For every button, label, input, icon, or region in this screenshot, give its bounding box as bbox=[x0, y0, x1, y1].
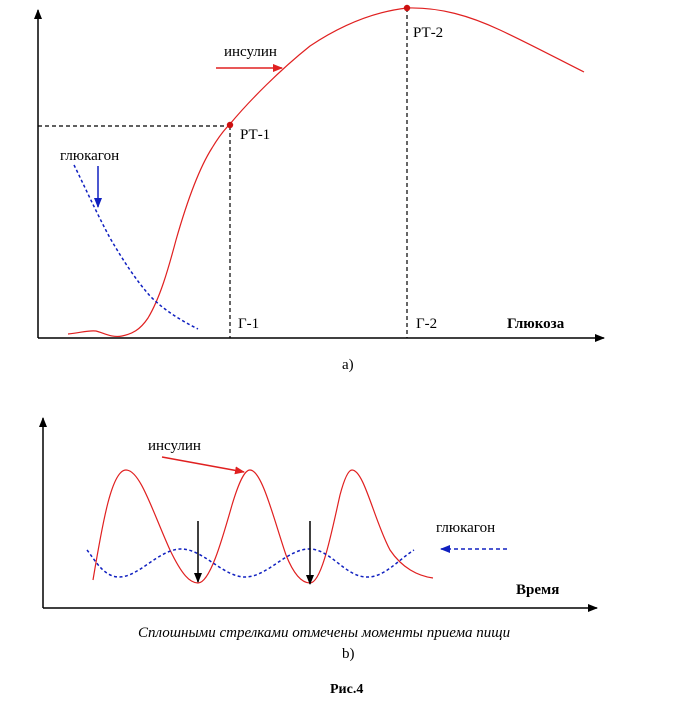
a-rt1-point bbox=[226, 121, 234, 129]
a-glucagon-curve bbox=[73, 164, 199, 330]
b-xaxis-label: Время bbox=[516, 582, 559, 598]
b-glucagon-label: глюкагон bbox=[436, 520, 495, 536]
b-insulin-curve bbox=[92, 469, 434, 584]
a-insulin-curve bbox=[67, 7, 585, 338]
figure-title: Рис.4 bbox=[330, 682, 363, 697]
b-glucagon-curve bbox=[86, 548, 415, 578]
b-insulin-arrow bbox=[161, 456, 245, 475]
a-rt2-label: РТ-2 bbox=[413, 25, 443, 41]
a-sublabel: а) bbox=[342, 357, 354, 373]
b-insulin-label: инсулин bbox=[148, 438, 201, 454]
a-glucagon-label: глюкагон bbox=[60, 148, 119, 164]
figure-b: инсулин глюкагон Время Сплошными стрелка… bbox=[39, 417, 598, 662]
figure-a: инсулин глюкагон РТ-1 РТ-2 Г-1 Г-2 Глюко… bbox=[34, 4, 605, 373]
a-rt2-point bbox=[403, 4, 411, 12]
b-caption: Сплошными стрелками отмечены моменты при… bbox=[138, 625, 510, 641]
a-g2-label: Г-2 bbox=[416, 316, 437, 332]
a-g1-label: Г-1 bbox=[238, 316, 259, 332]
a-xaxis-label: Глюкоза bbox=[507, 316, 565, 332]
a-rt1-label: РТ-1 bbox=[240, 127, 270, 143]
b-sublabel: b) bbox=[342, 646, 355, 662]
a-insulin-label: инсулин bbox=[224, 44, 277, 60]
